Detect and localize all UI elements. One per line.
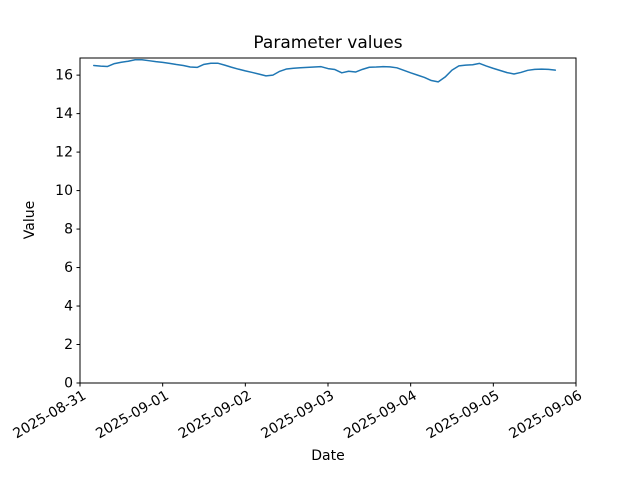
y-tick-label: 10 — [55, 183, 73, 199]
y-tick-label: 2 — [64, 337, 73, 353]
data-line — [93, 58, 557, 83]
x-tick-label: 2025-09-04 — [341, 388, 420, 443]
y-tick-label: 12 — [55, 145, 73, 161]
x-tick-label: 2025-09-01 — [93, 388, 171, 443]
y-tick-label: 6 — [64, 260, 73, 276]
x-tick-label: 2025-09-06 — [507, 388, 586, 443]
x-tick-label: 2025-09-03 — [259, 388, 337, 443]
y-tick-label: 16 — [55, 68, 73, 84]
y-tick-label: 0 — [64, 376, 73, 392]
x-tick-label: 2025-09-05 — [424, 388, 502, 443]
x-axis-label: Date — [311, 448, 345, 464]
y-axis-label: Value — [22, 200, 38, 240]
plot-frame — [79, 57, 577, 384]
x-tick-label: 2025-09-02 — [176, 388, 254, 443]
x-tick-label: 2025-08-31 — [11, 388, 89, 443]
y-tick-label: 4 — [64, 299, 73, 315]
chart-title: Parameter values — [253, 33, 403, 53]
y-tick-label: 8 — [64, 222, 73, 238]
y-tick-label: 14 — [55, 106, 73, 122]
